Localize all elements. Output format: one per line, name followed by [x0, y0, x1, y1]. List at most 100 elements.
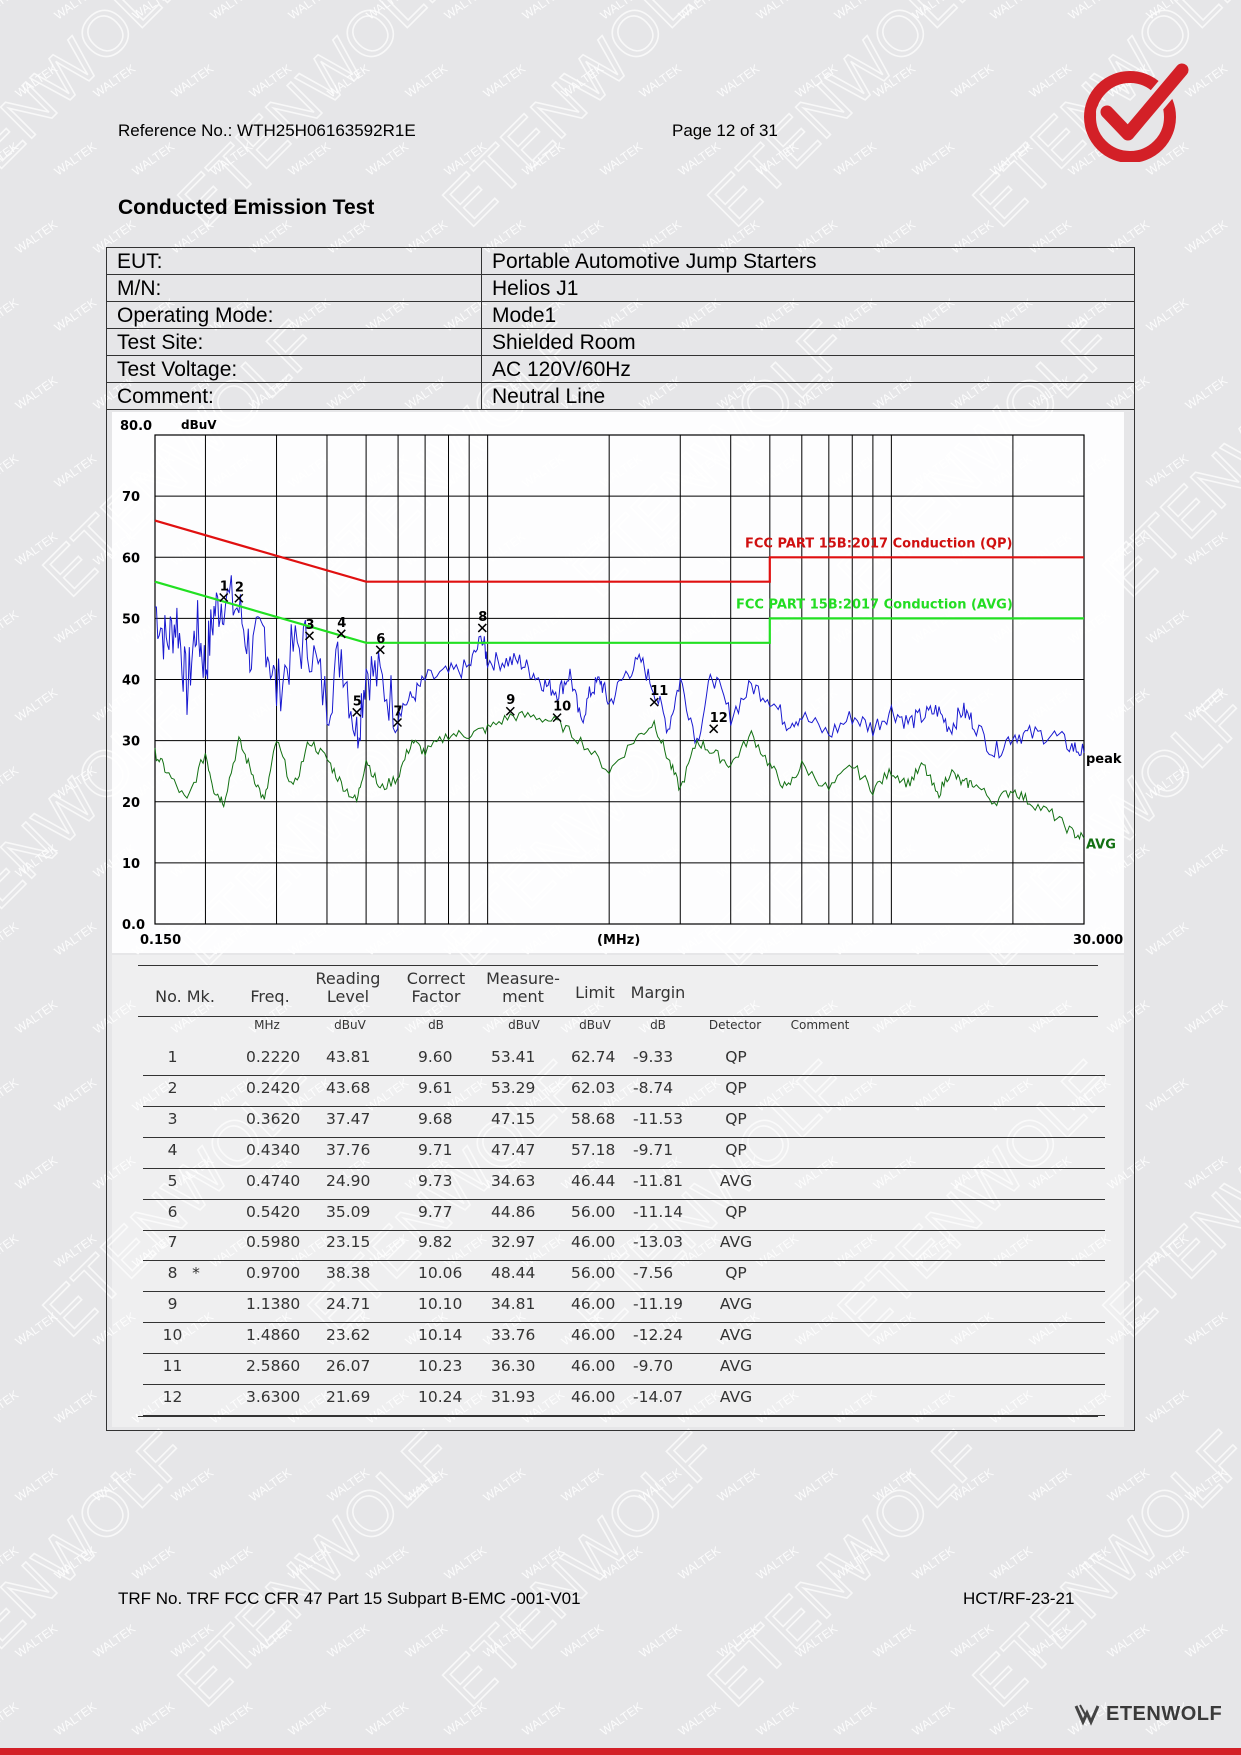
marker-2: 2 [234, 580, 244, 603]
cell-limit: 56.00 [571, 1202, 616, 1221]
bottom-red-bar [0, 1748, 1241, 1755]
cell-detector: QP [725, 1109, 747, 1128]
header-freq: Freq. [250, 987, 290, 1006]
row-rule [143, 1136, 1105, 1138]
watermark-text-small: WALTEK [1027, 1621, 1074, 1660]
watermark-text-small: WALTEK [169, 1621, 216, 1660]
x-tick-label: 30.000 [1073, 933, 1123, 948]
watermark-text-small: WALTEK [1027, 1465, 1074, 1504]
watermark-text-small: WALTEK [988, 1699, 1035, 1738]
cell-margin: -9.70 [633, 1357, 674, 1375]
marker-x [505, 706, 515, 716]
cell-no: 4 [167, 1140, 178, 1159]
watermark-text-small: WALTEK [637, 1621, 684, 1660]
x-axis-label: (MHz) [597, 933, 640, 948]
info-value: Neutral Line [481, 382, 1135, 410]
cell-detector: QP [725, 1078, 747, 1097]
cell-measure: 31.93 [491, 1387, 536, 1406]
cell-reading: 38.38 [326, 1264, 371, 1283]
cell-margin: -7.56 [633, 1264, 674, 1283]
watermark-text-small: WALTEK [1105, 1621, 1152, 1660]
watermark-text-small: WALTEK [169, 1465, 216, 1504]
cell-correct: 10.24 [418, 1387, 463, 1406]
reference-number: Reference No.: WTH25H06163592R1E [118, 121, 416, 140]
watermark-text-small: WALTEK [949, 1621, 996, 1660]
marker-x [336, 629, 346, 639]
cell-freq: 0.5420 [246, 1202, 301, 1221]
marker-label: 6 [376, 632, 385, 647]
header-reading-2: Level [326, 987, 370, 1006]
watermark-text-small: WALTEK [208, 1543, 255, 1582]
marker-label: 8 [478, 610, 487, 625]
row-rule [143, 1384, 1105, 1385]
cell-reading: 23.62 [326, 1326, 371, 1345]
cell-measure: 34.63 [491, 1171, 536, 1190]
cell-no: 9 [167, 1295, 178, 1314]
cell-margin: -8.74 [633, 1078, 674, 1097]
y-tick-label: 10 [122, 857, 140, 872]
info-row: Comment: Neutral Line [106, 382, 1135, 410]
watermark-text-small: WALTEK [949, 1465, 996, 1504]
marker-x [234, 593, 244, 603]
watermark-text-small: WALTEK [247, 1465, 294, 1504]
marker-x [392, 717, 403, 728]
watermark-text-small: WALTEK [481, 1621, 528, 1660]
cell-detector: QP [725, 1048, 747, 1066]
cell-margin: -11.14 [633, 1202, 683, 1221]
cell-measure: 48.44 [491, 1264, 536, 1283]
cell-reading: 43.81 [326, 1048, 371, 1066]
watermark-text-small: WALTEK [520, 1699, 567, 1738]
watermark-text-small: WALTEK [598, 1543, 645, 1582]
qp-limit-label: FCC PART 15B:2017 Conduction (QP) [745, 536, 1012, 551]
cell-freq: 3.6300 [246, 1387, 301, 1406]
y-tick-label: 70 [122, 490, 140, 505]
marker-5: 5 [352, 694, 362, 717]
watermark-text-small: WALTEK [910, 1699, 957, 1738]
cell-limit: 46.00 [571, 1326, 616, 1345]
cell-freq: 0.3620 [246, 1109, 301, 1128]
cell-no: 6 [167, 1202, 178, 1221]
company-logo [1080, 57, 1195, 167]
marker-label: 11 [650, 684, 668, 699]
watermark-text-small: WALTEK [52, 1699, 99, 1738]
watermark-text-small: WALTEK [676, 1699, 723, 1738]
cell-limit: 56.00 [571, 1264, 616, 1283]
watermark-text-small: WALTEK [403, 1621, 450, 1660]
cell-correct: 9.77 [418, 1202, 453, 1221]
marker-label: 1 [220, 580, 229, 595]
watermark-text-small: WALTEK [364, 1699, 411, 1738]
cell-no: 7 [167, 1233, 178, 1252]
x-tick-label: 0.150 [140, 933, 181, 948]
avg-limit-label: FCC PART 15B:2017 Conduction (AVG) [736, 597, 1013, 612]
watermark-text-small: WALTEK [637, 1465, 684, 1504]
qp-limit-line [154, 519, 1084, 583]
marker-label: 10 [553, 700, 571, 715]
y-tick-label: 80.0 [120, 419, 152, 434]
cell-reading: 43.68 [326, 1078, 371, 1097]
watermark-text-small: WALTEK [130, 1699, 177, 1738]
cell-freq: 0.4340 [246, 1140, 301, 1159]
cell-measure: 44.86 [491, 1202, 536, 1221]
cell-margin: -13.03 [633, 1233, 683, 1252]
cell-detector: AVG [719, 1171, 753, 1190]
y-tick-label: 40 [122, 674, 140, 689]
info-label: Test Voltage: [106, 355, 482, 383]
header-measure-1: Measure- [486, 969, 560, 988]
cell-measure: 47.47 [491, 1140, 536, 1159]
marker-10: 10 [552, 700, 571, 723]
header-margin: Margin [630, 983, 686, 1002]
cell-no: 12 [162, 1387, 183, 1406]
marker-x [352, 707, 362, 717]
cell-limit: 57.18 [571, 1140, 616, 1159]
y-tick-label: 30 [122, 735, 140, 750]
y-tick-label: 50 [122, 612, 140, 627]
watermark-text-small: WALTEK [91, 1465, 138, 1504]
cell-margin: -14.07 [633, 1387, 683, 1406]
cell-correct: 9.61 [418, 1078, 453, 1097]
marker-label: 4 [337, 616, 346, 631]
cell-correct: 10.10 [418, 1295, 463, 1314]
watermark-text-small: WALTEK [598, 1699, 645, 1738]
cell-reading: 23.15 [326, 1233, 371, 1252]
watermark-text-small: WALTEK [442, 1543, 489, 1582]
info-row: Test Voltage: AC 120V/60Hz [106, 355, 1135, 383]
